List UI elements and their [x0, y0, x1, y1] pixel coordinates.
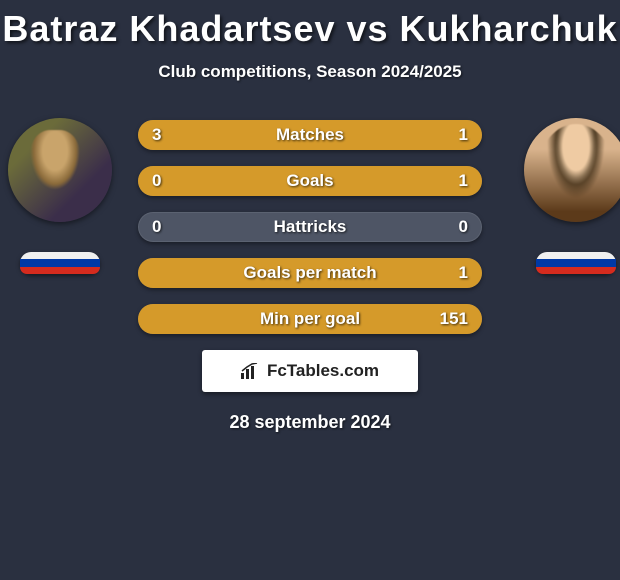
branding-text: FcTables.com — [267, 361, 379, 381]
stat-row-min-per-goal: Min per goal 151 — [138, 304, 482, 334]
stat-value-right: 1 — [459, 263, 468, 283]
stat-value-left: 0 — [152, 171, 161, 191]
stat-row-matches: 3 Matches 1 — [138, 120, 482, 150]
branding-badge: FcTables.com — [202, 350, 418, 392]
stat-value-left: 0 — [152, 217, 161, 237]
stat-bar-left — [138, 120, 396, 150]
player-right-flag — [536, 252, 616, 274]
page-title: Batraz Khadartsev vs Kukharchuk — [0, 0, 620, 50]
stat-row-hattricks: 0 Hattricks 0 — [138, 212, 482, 242]
stat-bar-right — [396, 120, 482, 150]
stat-row-goals: 0 Goals 1 — [138, 166, 482, 196]
player-left-avatar — [8, 118, 112, 222]
subtitle: Club competitions, Season 2024/2025 — [0, 62, 620, 82]
chart-icon — [241, 363, 261, 379]
stat-label: Goals — [286, 171, 333, 191]
stat-row-goals-per-match: Goals per match 1 — [138, 258, 482, 288]
stat-value-right: 1 — [459, 171, 468, 191]
stat-label: Goals per match — [243, 263, 376, 283]
player-left-flag — [20, 252, 100, 274]
comparison-block: 3 Matches 1 0 Goals 1 0 Hattricks 0 Goal… — [0, 118, 620, 433]
date-label: 28 september 2024 — [0, 412, 620, 433]
stats-list: 3 Matches 1 0 Goals 1 0 Hattricks 0 Goal… — [138, 118, 482, 334]
player-right-avatar — [524, 118, 620, 222]
stat-label: Matches — [276, 125, 344, 145]
stat-label: Hattricks — [274, 217, 347, 237]
stat-value-right: 151 — [440, 309, 468, 329]
stat-value-right: 0 — [459, 217, 468, 237]
stat-label: Min per goal — [260, 309, 360, 329]
stat-value-right: 1 — [459, 125, 468, 145]
stat-value-left: 3 — [152, 125, 161, 145]
